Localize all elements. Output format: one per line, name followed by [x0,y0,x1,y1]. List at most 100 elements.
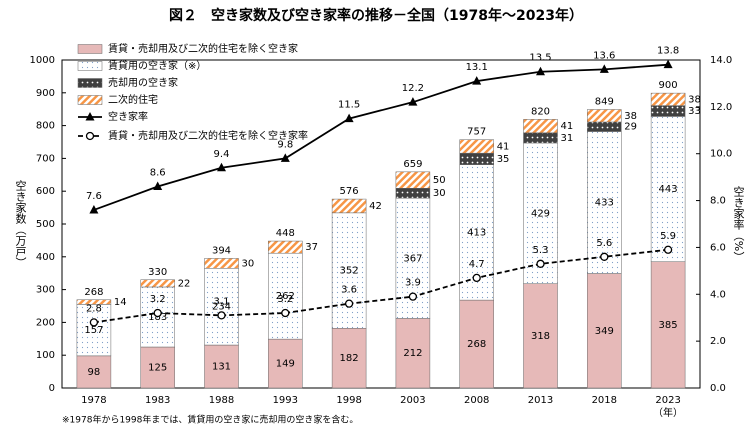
bar-segment [650,105,686,117]
value-label: 385 [659,320,678,331]
legend-swatch [77,61,103,71]
value-label: 157 [84,325,103,336]
value-label: 131 [212,362,231,373]
value-label: 349 [595,326,614,337]
y2-axis-label: 空き家率（%） [732,184,745,262]
legend-label: 二次的住宅 [108,93,158,106]
value-label: 182 [340,353,359,364]
bar-segment [523,119,558,134]
y2-tick-label: 4.0 [710,289,726,300]
bar-segment [140,346,175,389]
x-tick-label: 2003 [400,395,425,406]
line-value-label: 12.2 [402,83,424,94]
line-value-label: 3.1 [214,296,230,307]
bar-segment [650,92,686,106]
value-label: 367 [403,253,422,264]
value-label: 50 [433,175,446,186]
value-label: 98 [88,367,101,378]
value-label: 35 [497,154,510,165]
y2-tick-label: 10.0 [710,149,732,160]
line-marker [89,318,99,327]
bar-segment [650,261,686,389]
bar-segment [140,279,175,288]
total-label: 757 [467,127,486,138]
total-label: 394 [212,245,231,256]
line-value-label: 13.1 [466,62,488,73]
value-label: 30 [242,258,255,269]
legend-marker [85,131,95,141]
bar-segment [268,252,303,340]
value-label: 31 [561,133,574,144]
value-label: 413 [467,227,486,238]
line-value-label: 5.6 [596,238,612,249]
value-label: 268 [467,339,486,350]
legend-label: 売却用の空き家 [108,76,178,89]
line-value-label: 13.8 [657,46,679,57]
y-tick-label: 400 [36,252,55,263]
value-label: 262 [276,291,295,302]
line-marker [408,292,418,301]
x-tick-label: 1983 [145,395,170,406]
value-label: 33 [688,106,701,117]
x-tick-label: 1998 [336,395,361,406]
value-label: 352 [340,266,359,277]
legend-swatch [77,95,103,105]
value-label: 38 [624,111,637,122]
bar-segment [650,116,686,262]
bar-segment [204,344,239,389]
bar-segment [331,328,367,389]
line-value-label: 3.2 [150,294,166,305]
line-value-label: 2.8 [86,303,102,314]
bar-segment [331,198,367,214]
y-tick-label: 900 [36,88,55,99]
bar-segment [76,304,112,357]
value-label: 149 [276,359,295,370]
value-label: 42 [369,201,382,212]
x-tick-label: 2008 [464,395,489,406]
y2-tick-label: 12.0 [710,102,732,113]
bar-segment [76,299,112,305]
line-value-label: 5.9 [660,231,676,242]
line-value-label: 4.7 [469,259,485,270]
line-value-label: 13.6 [593,50,615,61]
legend-label: 賃貸・売却用及び二次的住宅を除く空き家率 [108,129,308,142]
value-label: 37 [305,242,318,253]
value-label: 183 [148,312,167,323]
line-value-label: 3.2 [277,294,293,305]
line-value-label: 3.9 [405,278,421,289]
line-marker [280,153,290,162]
total-label: 900 [659,80,678,91]
line-marker [408,97,418,106]
line-marker [344,113,354,123]
line-series [93,63,669,211]
line-marker [599,64,609,73]
value-label: 14 [114,297,127,308]
bar-segment [331,212,367,329]
legend-label: 賃貸・売却用及び二次的住宅を除く空き家 [108,42,298,55]
x-tick-label: 1978 [81,395,106,406]
bar-segment [587,131,622,274]
bar-segment [204,258,239,269]
legend-swatch [77,44,103,54]
line-value-label: 11.5 [338,100,360,111]
bar-segment [76,355,112,389]
bar-segment [587,121,622,132]
line-value-label: 9.4 [214,149,230,160]
y-tick-label: 200 [36,317,55,328]
line-marker [600,252,609,261]
x-tick-label: 1993 [273,395,298,406]
line-marker [663,245,673,254]
x-tick-label: 2023 [655,395,680,406]
y2-tick-label: 2.0 [710,336,726,347]
value-label: 234 [212,302,231,313]
x-tick-label: 2018 [592,395,617,406]
bar-segment [459,152,494,165]
value-label: 429 [531,208,550,219]
y2-tick-label: 8.0 [710,196,726,207]
y-tick-label: 100 [36,350,55,361]
legend-label: 賃貸用の空き家（※） [108,59,206,72]
y-tick-label: 600 [36,186,55,197]
value-label: 318 [531,331,550,342]
footnote: ※1978年から1998年までは、賃貸用の空き家に売却用の空き家を含む。 [62,414,358,426]
